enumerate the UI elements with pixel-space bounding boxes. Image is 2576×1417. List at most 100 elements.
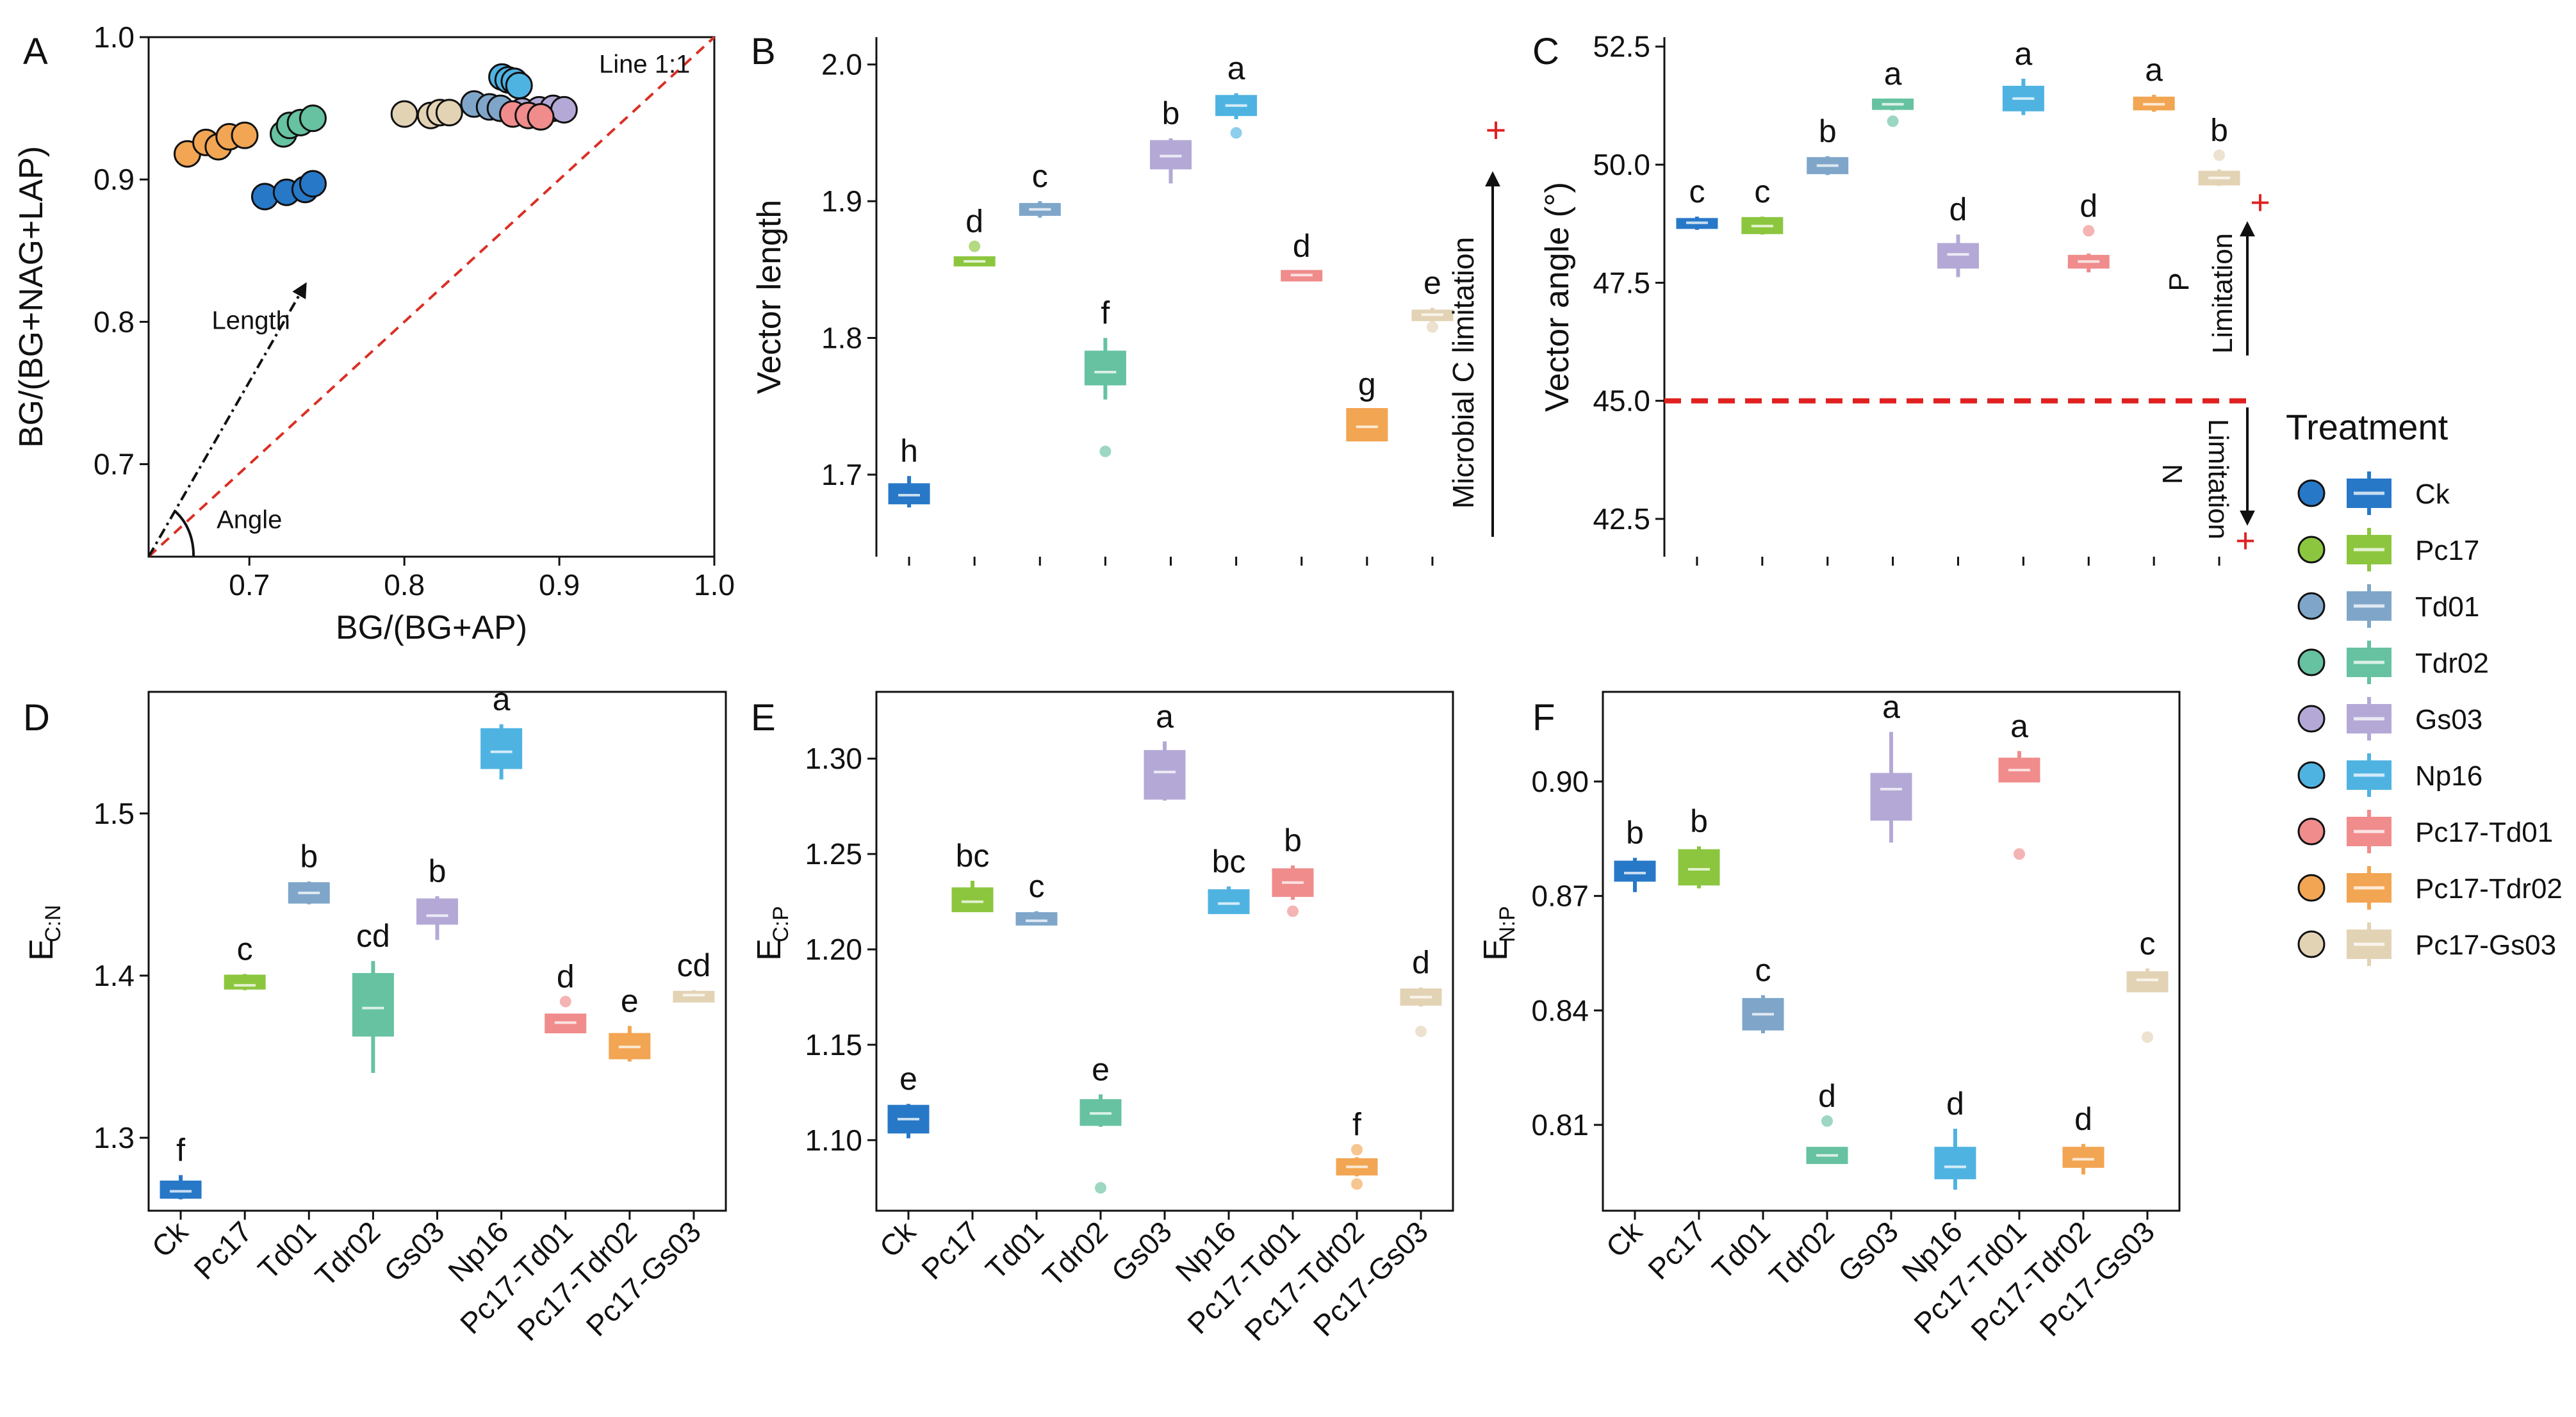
scatter-point — [299, 170, 327, 198]
x-tick-label: Gs03 — [377, 1215, 451, 1288]
legend-point-key — [2297, 536, 2326, 564]
scatter-point — [231, 121, 259, 149]
y-tick-label: 1.7 — [821, 458, 862, 491]
legend-point-key — [2297, 761, 2326, 789]
angle-label: Angle — [217, 506, 282, 534]
legend: Treatment Ck Pc17 Td01 Tdr02 Gs03 Np16 Pc17-Td0… — [2286, 407, 2563, 966]
y-tick-label: 0.84 — [1531, 994, 1589, 1027]
x-tick-label: 1.0 — [694, 568, 735, 602]
legend-point-key — [2297, 592, 2326, 620]
box-outlier — [1887, 115, 1899, 127]
significance-letter: e — [899, 1061, 917, 1097]
scatter-point — [505, 72, 533, 100]
box-body — [888, 483, 930, 505]
legend-point-key — [2297, 930, 2326, 958]
x-tick-label: Tdr02 — [1036, 1215, 1114, 1293]
box-body — [1208, 889, 1250, 914]
significance-letter: h — [900, 433, 918, 469]
x-tick-label: Td01 — [251, 1215, 322, 1286]
y-tick-label: 0.90 — [1531, 765, 1589, 798]
significance-letter: f — [176, 1132, 185, 1168]
x-tick-label: Td01 — [1705, 1215, 1776, 1286]
legend-point-key — [2297, 874, 2326, 902]
box-body — [1084, 350, 1126, 386]
y-tick-label: 2.0 — [821, 48, 862, 81]
significance-letter: d — [2074, 1101, 2092, 1137]
y-axis-label: E — [751, 938, 788, 961]
box-body — [1015, 912, 1058, 926]
x-tick-label: Tdr02 — [1762, 1215, 1841, 1293]
plus-sign: + — [1486, 110, 1507, 150]
plus-sign-p: + — [2250, 183, 2270, 222]
box-body — [951, 887, 994, 912]
significance-letter: d — [1946, 1086, 1964, 1122]
box-outlier — [2083, 225, 2095, 237]
legend-label: Ck — [2415, 479, 2450, 510]
panel-e: E1.101.151.201.251.30EC:PCkPc17Td01Tdr02… — [751, 691, 1454, 1347]
significance-letter: e — [621, 983, 639, 1019]
significance-letter: e — [1092, 1051, 1110, 1087]
y-axis-label-subscript: N:P — [1495, 906, 1520, 942]
y-tick-label: 1.0 — [94, 20, 135, 54]
significance-letter: b — [300, 839, 318, 874]
legend-label: Pc17-Td01 — [2415, 817, 2553, 848]
significance-letter: b — [429, 853, 447, 889]
legend-point-key — [2297, 817, 2326, 846]
panel-label: F — [1532, 697, 1555, 739]
significance-letter: c — [1754, 174, 1770, 209]
box-body — [1346, 408, 1388, 442]
significance-letter: a — [1227, 51, 1245, 86]
x-tick-label: Pc17 — [915, 1215, 986, 1286]
box-body — [1678, 849, 1720, 886]
significance-letter: a — [2010, 708, 2028, 744]
y-tick-label: 45.0 — [1593, 384, 1650, 418]
significance-letter: d — [1949, 192, 1967, 227]
box-body — [1937, 243, 1979, 269]
significance-letter: e — [1423, 265, 1441, 301]
c-limitation-label: Microbial C limitation — [1447, 237, 1480, 509]
significance-letter: b — [1284, 823, 1302, 858]
legend-label: Tdr02 — [2415, 648, 2489, 679]
box-body — [1144, 749, 1186, 800]
legend-label: Td01 — [2415, 591, 2479, 623]
plus-sign-n: + — [2235, 521, 2256, 560]
box-body — [352, 972, 394, 1037]
legend-point-key — [2297, 705, 2326, 733]
x-tick-label: Ck — [873, 1215, 923, 1264]
significance-letter: c — [1032, 158, 1048, 194]
y-tick-label: 0.87 — [1531, 880, 1589, 913]
y-tick-label: 1.25 — [805, 837, 862, 871]
box-outlier — [559, 995, 571, 1008]
significance-letter: d — [557, 958, 575, 994]
legend-title: Treatment — [2286, 407, 2449, 447]
plot-frame — [147, 691, 727, 1212]
box-body — [2126, 971, 2169, 993]
significance-letter: f — [1101, 295, 1110, 331]
box-body — [2062, 1147, 2104, 1168]
box-outlier — [2213, 149, 2226, 161]
legend-point-key — [2297, 479, 2326, 507]
y-axis-label: E — [1477, 938, 1514, 961]
y-tick-label: 1.9 — [821, 184, 862, 218]
panel-f: F 0.81 0.84 0.87 0.90 EN:P CkPc17Td01Tdr02Gs03… — [1477, 689, 2181, 1347]
y-axis-label: Vector angle (°) — [1539, 182, 1576, 412]
scatter-point — [527, 102, 555, 131]
panel-label: D — [23, 697, 50, 739]
x-tick-label: 0.7 — [229, 568, 270, 602]
p-limitation-label: Limitation — [2207, 233, 2238, 354]
scatter-point — [390, 100, 418, 128]
significance-letter: b — [1162, 95, 1180, 131]
y-tick-label: 1.15 — [805, 1028, 862, 1061]
x-tick-label: Pc17 — [1641, 1215, 1712, 1286]
significance-letter: c — [237, 931, 253, 967]
box-body — [480, 728, 523, 769]
significance-letter: g — [1358, 366, 1376, 402]
y-tick-label: 0.81 — [1531, 1108, 1589, 1142]
y-tick-label: 1.8 — [821, 322, 862, 355]
box-outlier — [1426, 321, 1438, 333]
significance-letter: c — [1689, 174, 1705, 209]
panel-a: A Line 1:1 Length Angle 0.7 0.8 0.9 1.0 0.7 0.8 0.… — [13, 20, 735, 646]
box-outlier — [2014, 848, 2025, 860]
y-tick-label: 50.0 — [1593, 148, 1650, 181]
y-tick-label: 0.8 — [94, 305, 135, 338]
